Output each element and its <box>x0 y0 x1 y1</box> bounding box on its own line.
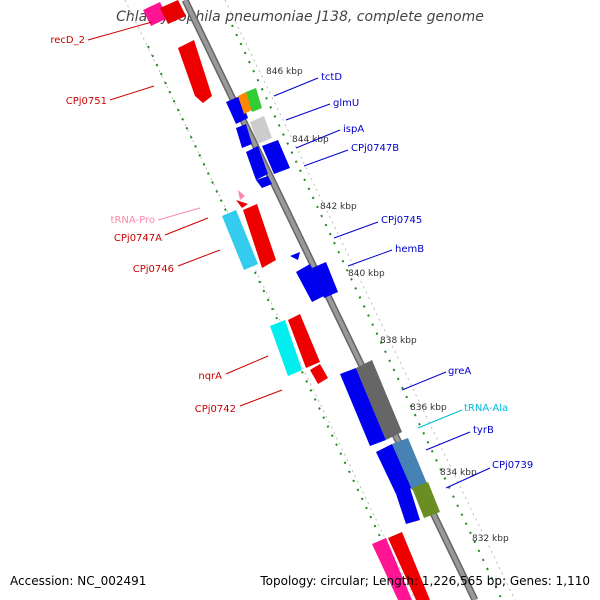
leader-CPj0747B <box>303 149 349 167</box>
feature-CPj0747A <box>236 200 248 208</box>
feature-glmU-orange <box>238 92 252 114</box>
ruler-inner-dotted <box>124 0 416 600</box>
tick-label-832: 832 kbp <box>472 534 509 544</box>
leader-glmU <box>285 103 331 121</box>
feature-CPj0747B-arrow <box>256 176 272 188</box>
outer-tick-row <box>231 24 503 600</box>
leader-nqrA <box>225 355 269 375</box>
leader-CPj0745 <box>333 221 379 239</box>
tick-label-846: 846 kbp <box>266 67 303 77</box>
gene-label-CPj0746[interactable]: CPj0746 <box>133 264 174 275</box>
feature-CPj0747B <box>246 146 268 180</box>
tick-label-836: 836 kbp <box>410 403 447 413</box>
tick-label-842: 842 kbp <box>320 202 357 212</box>
genome-summary-text: Topology: circular; Length: 1,226,565 bp… <box>260 574 590 588</box>
tick-label-838: 838 kbp <box>380 336 417 346</box>
feature-CPj0747B-b <box>262 140 290 174</box>
gene-label-tctD[interactable]: tctD <box>321 72 342 83</box>
gene-label-tRNA-Ala[interactable]: tRNA-Ala <box>464 403 508 414</box>
feature-nqrA-cyan <box>270 320 302 376</box>
feature-CPj0746-cyan <box>222 210 258 270</box>
reverse-strand-features <box>143 0 430 600</box>
gene-label-glmU[interactable]: glmU <box>333 98 359 109</box>
right-gene-labels: tctD glmU ispA CPj0747B CPj0745 hemB gre… <box>321 72 533 471</box>
tick-label-840: 840 kbp <box>348 269 385 279</box>
feature-hemB-b <box>312 262 338 298</box>
forward-strand-features <box>226 88 440 524</box>
kbp-tick-labels: 846 kbp 844 kbp 842 kbp 840 kbp 838 kbp … <box>266 67 509 544</box>
right-leaders <box>273 77 491 489</box>
genome-title: Chlamydophila pneumoniae J138, complete … <box>116 9 484 25</box>
gene-label-CPj0742[interactable]: CPj0742 <box>195 404 236 415</box>
leader-ispA <box>295 129 341 149</box>
accession-text: Accession: NC_002491 <box>10 574 147 588</box>
feature-ispA <box>236 124 252 148</box>
gene-label-greA[interactable]: greA <box>448 366 471 377</box>
feature-greA <box>340 368 386 446</box>
leader-recD_2 <box>87 21 153 41</box>
leader-greA <box>401 371 447 391</box>
tick-label-834: 834 kbp <box>440 468 477 478</box>
leader-tctD <box>273 77 319 97</box>
left-gene-labels: recD_2 CPj0751 tRNA-Pro CPj0747A CPj0746… <box>50 35 236 415</box>
gene-label-CPj0739[interactable]: CPj0739 <box>492 460 533 471</box>
inner-tick-row <box>147 45 411 600</box>
feature-glmU-green <box>246 88 262 112</box>
feature-recD_2-b <box>160 0 186 24</box>
feature-greA-grey <box>356 360 402 440</box>
gene-label-CPj0747B[interactable]: CPj0747B <box>351 143 399 154</box>
feature-bottom-red <box>388 532 430 600</box>
leader-tRNA-Pro <box>157 207 201 221</box>
feature-tRNA-Pro <box>238 190 245 200</box>
feature-hemB <box>296 264 324 302</box>
gene-label-nqrA[interactable]: nqrA <box>198 371 222 382</box>
leader-CPj0751 <box>109 85 155 101</box>
feature-CPj0739 <box>396 488 420 524</box>
gene-label-tRNA-Pro[interactable]: tRNA-Pro <box>111 215 155 226</box>
feature-CPj0742 <box>310 364 328 384</box>
leader-CPj0747A <box>164 217 209 236</box>
gene-label-recD_2[interactable]: recD_2 <box>50 35 85 46</box>
leader-tyrB <box>425 431 471 451</box>
gene-label-ispA[interactable]: ispA <box>343 124 364 135</box>
feature-CPj0745 <box>290 252 300 260</box>
feature-tyrB <box>376 444 412 494</box>
gene-label-CPj0751[interactable]: CPj0751 <box>66 96 107 107</box>
leader-CPj0742 <box>239 389 283 407</box>
leader-tRNA-Ala <box>417 409 463 429</box>
feature-bottom-pink <box>372 538 412 600</box>
left-leaders <box>87 21 283 407</box>
gene-label-CPj0745[interactable]: CPj0745 <box>381 215 422 226</box>
feature-nqrA <box>288 314 320 368</box>
leader-CPj0746 <box>177 249 221 267</box>
feature-CPj0739-olive <box>412 482 440 518</box>
leader-CPj0739 <box>445 467 491 489</box>
feature-tyrB-steel <box>392 438 428 490</box>
feature-CPj0746 <box>243 204 276 268</box>
feature-CPj0751 <box>178 40 212 103</box>
gene-label-hemB[interactable]: hemB <box>395 244 424 255</box>
feature-ispA-grey <box>250 116 272 144</box>
leader-hemB <box>347 249 393 267</box>
tick-label-844: 844 kbp <box>292 135 329 145</box>
gene-label-tyrB[interactable]: tyrB <box>473 425 494 436</box>
gene-label-CPj0747A[interactable]: CPj0747A <box>114 233 162 244</box>
